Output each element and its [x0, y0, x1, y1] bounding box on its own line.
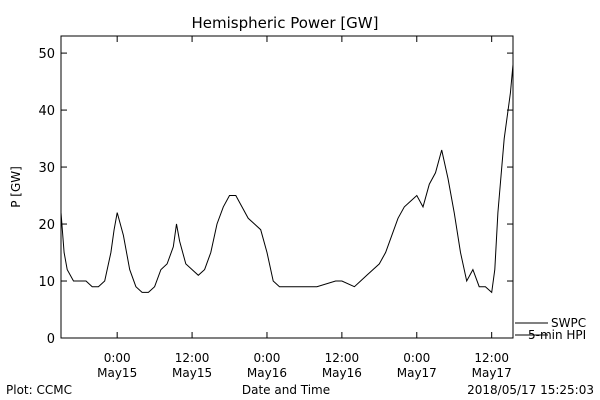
x-tick-label-time: 12:00 [325, 351, 360, 365]
series-layer [60, 64, 514, 294]
y-tick-label: 30 [38, 161, 55, 176]
x-tick-label-time: 12:00 [474, 351, 509, 365]
x-tick-label-date: May15 [172, 366, 212, 380]
y-tick-label: 10 [38, 275, 55, 290]
legend: SWPC 5-min HPI [515, 316, 586, 342]
x-axis: 0:00May1512:00May150:00May1612:00May160:… [97, 36, 512, 380]
x-tick-label-date: May17 [397, 366, 437, 380]
x-tick-label-time: 0:00 [403, 351, 430, 365]
x-tick-label-date: May17 [472, 366, 512, 380]
x-axis-label: Date and Time [242, 383, 330, 397]
series-line-swpc [60, 64, 514, 294]
x-tick-label-time: 12:00 [175, 351, 210, 365]
x-tick-label-time: 0:00 [253, 351, 280, 365]
x-tick-label-date: May16 [322, 366, 362, 380]
plot-area [60, 35, 514, 339]
x-tick-label-time: 0:00 [104, 351, 131, 365]
y-tick-label: 20 [38, 218, 55, 233]
chart-title: Hemispheric Power [GW] [192, 14, 379, 32]
x-tick-label-date: May15 [97, 366, 137, 380]
footer-plot-source: Plot: CCMC [6, 383, 72, 397]
y-tick-label: 50 [38, 47, 55, 62]
footer-timestamp: 2018/05/17 15:25:03 [467, 383, 594, 397]
x-tick-label-date: May16 [247, 366, 287, 380]
legend-label-hpi: 5-min HPI [528, 328, 586, 342]
y-axis: 0 10 20 30 40 50 [38, 47, 513, 347]
y-axis-label: P [GW] [9, 166, 23, 208]
y-tick-label: 0 [47, 332, 55, 347]
legend-label-swpc: SWPC [551, 316, 586, 330]
y-tick-label: 40 [38, 104, 55, 119]
